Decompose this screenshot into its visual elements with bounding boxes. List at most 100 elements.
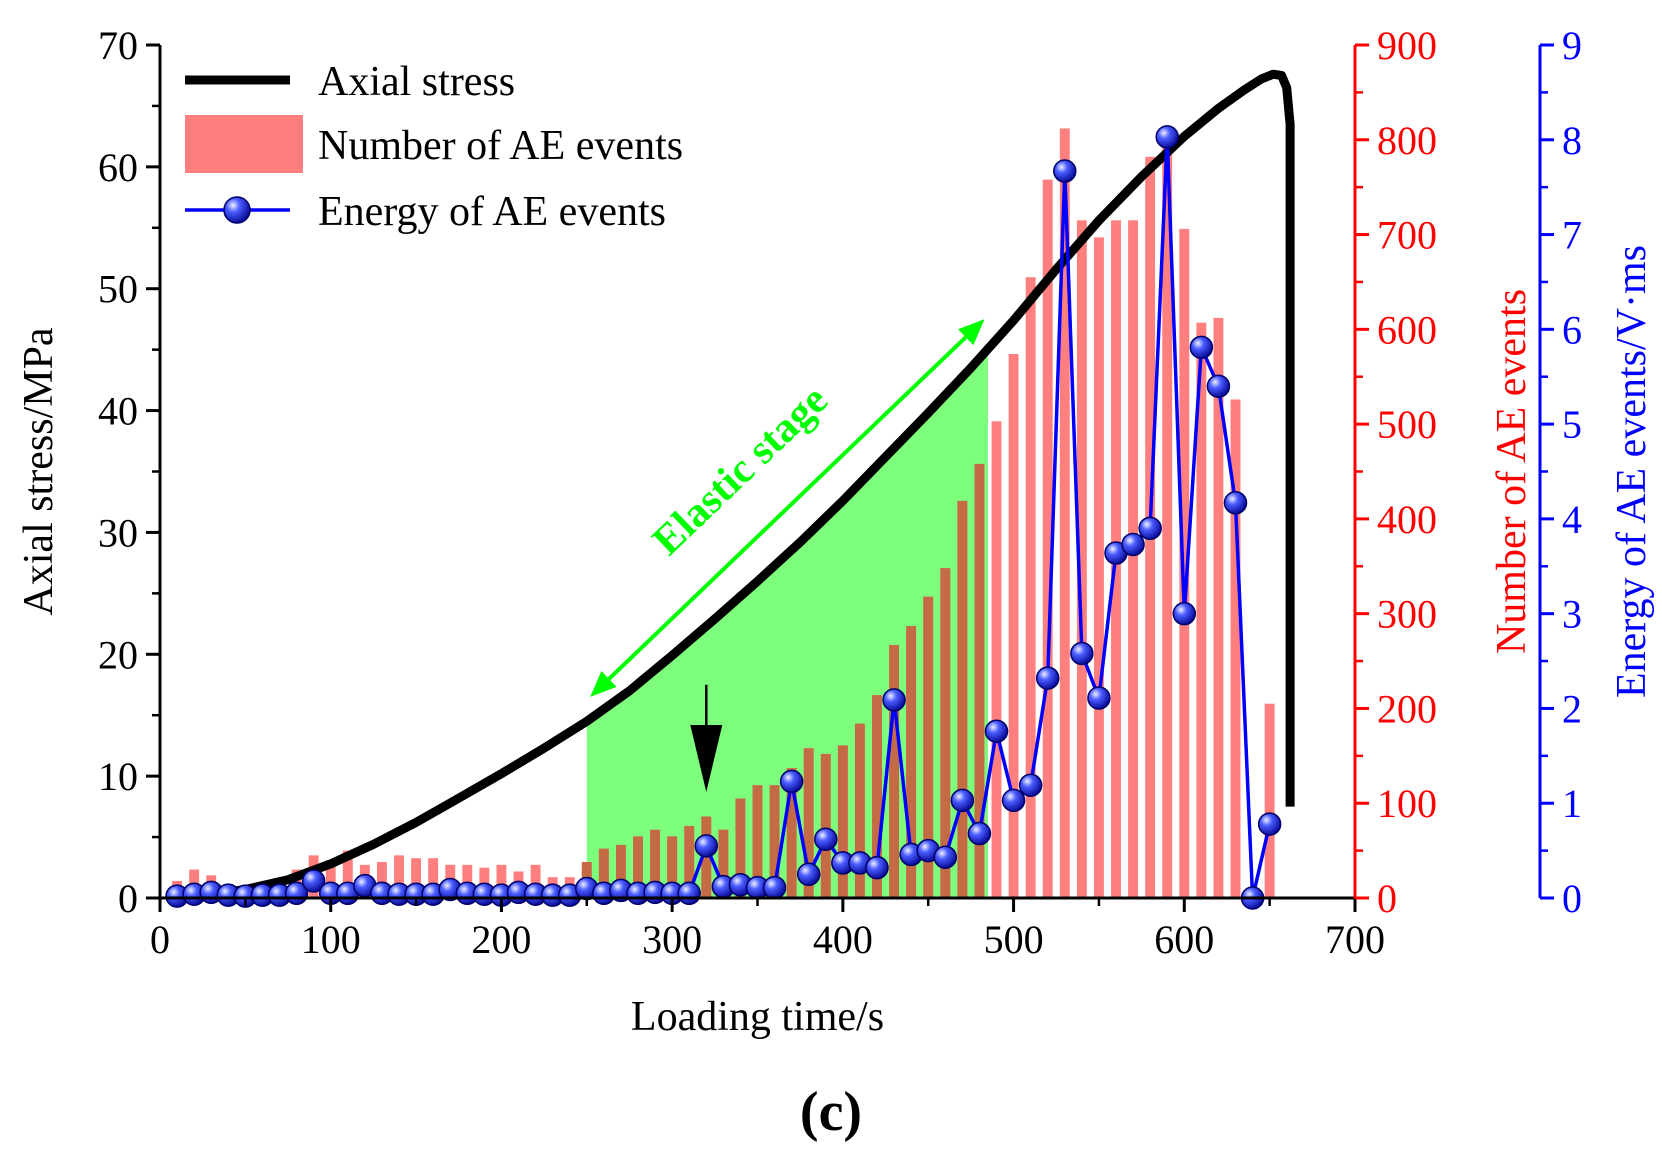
ae-count-bar (1008, 353, 1019, 898)
energy-marker (677, 881, 701, 906)
axial-stress-line (168, 69, 1295, 903)
right-count-tick-label: 600 (1377, 307, 1437, 352)
energy-marker (1087, 686, 1111, 710)
energy-marker (779, 769, 804, 794)
legend-count-swatch (185, 115, 303, 173)
energy-marker (933, 845, 958, 869)
energy-marker (1035, 666, 1060, 690)
right-count-tick-label: 100 (1377, 781, 1437, 826)
ae-count-bar-overlap (650, 829, 661, 898)
ae-count-bar-overlap (872, 695, 882, 898)
ae-count-bar-overlap (940, 568, 951, 898)
energy-marker (984, 719, 1009, 743)
ae-count-bar (325, 860, 336, 898)
ae-count-bar-overlap (820, 753, 831, 898)
energy-marker (1172, 601, 1197, 626)
ae-count-bar (1230, 399, 1241, 898)
ae-count-bar-overlap (974, 463, 985, 898)
ae-count-bar (496, 864, 507, 898)
energy-marker (1206, 374, 1231, 398)
energy-marker (814, 827, 838, 851)
energy-marker (882, 688, 906, 712)
x-tick-label: 700 (1325, 917, 1385, 962)
right-count-tick-label: 500 (1377, 402, 1437, 447)
left-tick-label: 60 (98, 145, 138, 190)
x-tick-label: 600 (1154, 917, 1214, 962)
right-y-axis-label-count: Number of AE events (1489, 289, 1535, 654)
ae-count-bar (462, 864, 473, 898)
right-energy-tick-label: 3 (1562, 592, 1582, 637)
energy-marker (1070, 641, 1094, 666)
ae-count-bar-overlap (718, 829, 729, 898)
right-count-tick-label: 800 (1377, 118, 1437, 163)
right-energy-tick-label: 5 (1562, 402, 1582, 447)
right-energy-tick-label: 9 (1562, 23, 1582, 68)
energy-marker (1155, 125, 1179, 149)
ae-count-bar (1025, 277, 1036, 898)
ae-count-bar-overlap (923, 596, 934, 898)
x-axis-label: Loading time/s (631, 994, 884, 1040)
ae-count-bar (991, 421, 1002, 898)
ae-count-bar-overlap (667, 836, 678, 898)
ae-count-bar-overlap (837, 745, 848, 898)
x-tick-label: 100 (301, 917, 361, 962)
energy-marker (301, 869, 326, 893)
x-tick-label: 400 (813, 917, 873, 962)
energy-marker (1053, 159, 1077, 183)
right-count-tick-label: 900 (1377, 23, 1437, 68)
left-tick-label: 10 (98, 754, 138, 799)
ae-count-bar-overlap (684, 825, 695, 898)
ae-count-bar-overlap (615, 844, 626, 898)
energy-marker (967, 821, 992, 846)
ae-count-bar (1213, 317, 1224, 899)
energy-marker (1121, 532, 1145, 557)
ae-count-bar (1093, 237, 1104, 898)
ae-count-bar-overlap (803, 748, 814, 898)
ae-count-bar (428, 858, 439, 898)
energy-marker (796, 862, 821, 887)
ae-count-bar (376, 861, 387, 898)
left-tick-label: 40 (98, 389, 138, 434)
onset-arrow-head (690, 724, 723, 792)
elastic-stage-arrowhead-start (590, 671, 617, 697)
legend-energy-label: Energy of AE events (318, 189, 666, 235)
left-tick-label: 30 (98, 510, 138, 555)
ae-count-bar-overlap (598, 848, 609, 898)
ae-count-bar (1042, 179, 1053, 898)
legend: Axial stress Number of AE events Energy … (185, 59, 683, 235)
x-tick-label: 0 (150, 917, 170, 962)
energy-marker (1257, 812, 1282, 836)
ae-count-bar-overlap (889, 644, 900, 898)
ae-count-bar (394, 855, 404, 898)
right-energy-tick-label: 8 (1562, 118, 1582, 163)
axes: 0 100 200 300 400 500 600 700010203040506070010… (98, 23, 1582, 962)
elastic-stage-arrow (607, 335, 968, 681)
ae-count-bar-overlap (769, 785, 780, 898)
right-count-tick-label: 300 (1377, 592, 1437, 637)
right-energy-tick-label: 0 (1562, 876, 1582, 921)
energy-marker (865, 855, 889, 880)
left-tick-label: 0 (118, 876, 138, 921)
right-energy-tick-label: 7 (1562, 213, 1582, 258)
legend-energy-marker (223, 196, 251, 224)
right-energy-tick-label: 4 (1562, 497, 1582, 542)
ae-count-bar (342, 850, 353, 898)
ae-count-bar (1128, 220, 1139, 899)
ae-count-bar (1179, 228, 1190, 898)
left-tick-label: 50 (98, 267, 138, 312)
ae-count-bar-overlap (786, 768, 797, 898)
ae-count-bar-overlap (854, 723, 865, 898)
left-tick-label: 20 (98, 632, 138, 677)
ae-count-bar (1076, 220, 1087, 899)
energy-marker (950, 788, 975, 813)
energy-marker (1018, 773, 1043, 797)
ae-count-bar-overlap (957, 500, 968, 898)
ae-count-bar (1162, 146, 1173, 898)
energy-marker (1138, 516, 1162, 541)
x-tick-label: 500 (984, 917, 1044, 962)
energy-marker (1189, 335, 1214, 360)
energy-markers (165, 125, 1282, 910)
ae-count-bar-overlap (752, 785, 763, 898)
ae-count-bar (530, 864, 541, 898)
